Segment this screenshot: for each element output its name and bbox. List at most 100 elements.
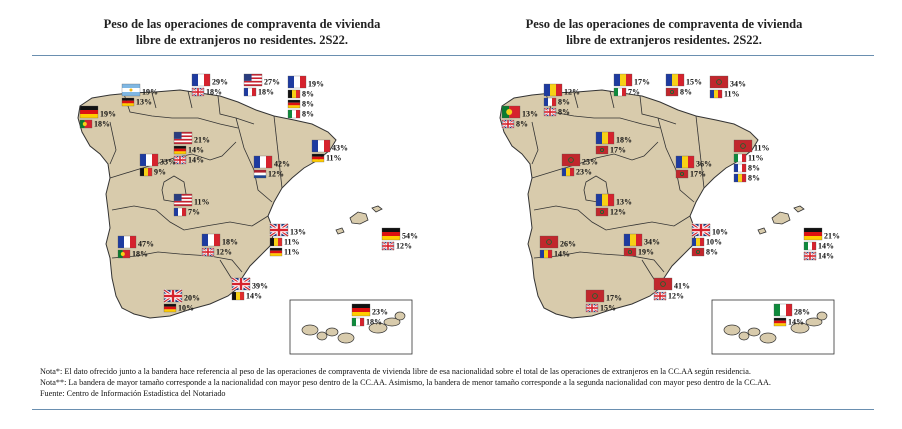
region-navarra: 34%11% (709, 75, 746, 99)
region-value: 14% (188, 156, 204, 165)
region-canarias: 23%18% (351, 303, 388, 327)
region-value: 27% (264, 78, 280, 87)
germany-flag-icon (163, 303, 177, 313)
region-value: 18% (132, 250, 148, 259)
source-note: Fuente: Centro de Información Estadístic… (40, 389, 226, 398)
morocco-flag-icon (653, 277, 673, 291)
region-andalucia: 20%10% (163, 288, 200, 313)
region-value: 39% (252, 282, 268, 291)
region-border (111, 205, 207, 231)
region-value: 17% (690, 170, 706, 179)
region-value: 12% (216, 248, 232, 257)
belgium-flag-icon (287, 89, 301, 99)
region-cataluna: 43%11% (311, 139, 348, 163)
region-value: 17% (606, 294, 622, 303)
region-value: 19% (308, 80, 324, 89)
region-value: 14% (554, 250, 570, 259)
romania-flag-icon (595, 193, 615, 207)
region-border (627, 215, 691, 227)
spain-map-residentes: 13%8%12%8%8%17%7%15%8%34%11%18%17%25%23%… (499, 73, 840, 355)
region-valencia: 10%10%8% (691, 222, 728, 257)
germany-flag-icon (121, 97, 135, 107)
romania-flag-icon (665, 73, 685, 87)
region-border (111, 251, 243, 273)
region-value: 21% (194, 136, 210, 145)
france-flag-icon (733, 163, 747, 173)
region-value: 8% (558, 98, 570, 107)
region-value: 13% (522, 110, 538, 119)
region-value: 11% (754, 144, 770, 153)
netherlands-flag-icon (253, 169, 267, 179)
region-value: 42% (274, 160, 290, 169)
italy-flag-icon (351, 317, 365, 327)
region-galicia: 13%8% (501, 105, 538, 129)
region-value: 34% (730, 80, 746, 89)
canarias-island (325, 327, 339, 337)
footnotes: Nota*: El dato ofrecido junto a la bande… (40, 366, 880, 399)
morocco-flag-icon (665, 87, 679, 97)
belgium-flag-icon (231, 291, 245, 301)
usa-flag-icon (173, 131, 193, 145)
canarias-island (383, 317, 401, 327)
portugal-flag-icon (117, 249, 131, 259)
italy-flag-icon (803, 241, 817, 251)
portugal-flag-icon (501, 105, 521, 119)
canarias-island (394, 311, 406, 321)
region-border (109, 121, 117, 165)
canarias-inset (711, 299, 835, 355)
peninsula-outline (499, 89, 759, 319)
region-border (531, 141, 659, 179)
italy-flag-icon (613, 87, 627, 97)
region-value: 19% (142, 88, 158, 97)
morocco-flag-icon (623, 247, 637, 257)
germany-flag-icon (173, 145, 187, 155)
region-cantabria: 29%18% (191, 73, 228, 97)
uk-flag-icon (269, 222, 289, 238)
baleares-island (371, 205, 383, 213)
uk-flag-icon (231, 276, 251, 292)
canarias-inset (289, 299, 413, 355)
region-value: 8% (680, 88, 692, 97)
region-value: 8% (748, 164, 760, 173)
region-border (273, 115, 283, 189)
bottom-divider (32, 409, 874, 410)
region-value: 17% (610, 146, 626, 155)
romania-flag-icon (561, 167, 575, 177)
region-value: 14% (818, 242, 834, 251)
region-value: 20% (184, 294, 200, 303)
region-border (151, 92, 157, 109)
region-border (609, 90, 615, 109)
region-value: 15% (686, 78, 702, 87)
romania-flag-icon (623, 233, 643, 247)
uk-flag-icon (803, 251, 817, 261)
region-value: 41% (674, 282, 690, 291)
region-baleares: 21%14%14% (803, 227, 840, 261)
romania-flag-icon (691, 237, 705, 247)
france-flag-icon (139, 153, 159, 167)
canarias-island (759, 332, 777, 344)
region-value: 11% (748, 154, 764, 163)
uk-flag-icon (543, 107, 557, 117)
romania-flag-icon (543, 83, 563, 97)
france-flag-icon (543, 97, 557, 107)
morocco-flag-icon (595, 145, 609, 155)
note-2: Nota**: La bandera de mayor tamaño corre… (40, 378, 771, 387)
romania-flag-icon (733, 173, 747, 183)
region-value: 8% (516, 120, 528, 129)
region-border (123, 93, 239, 129)
region-value: 11% (194, 198, 210, 207)
france-flag-icon (243, 87, 257, 97)
region-border (695, 115, 705, 189)
belgium-flag-icon (269, 237, 283, 247)
top-divider (32, 55, 874, 56)
map-title-residentes: Peso de las operaciones de compraventa d… (484, 16, 844, 48)
region-value: 11% (284, 238, 300, 247)
region-value: 12% (610, 208, 626, 217)
italy-flag-icon (287, 109, 301, 119)
region-value: 11% (724, 90, 740, 99)
canarias-island (747, 327, 761, 337)
morocco-flag-icon (691, 247, 705, 257)
france-flag-icon (287, 75, 307, 89)
usa-flag-icon (243, 73, 263, 87)
germany-flag-icon (773, 317, 787, 327)
